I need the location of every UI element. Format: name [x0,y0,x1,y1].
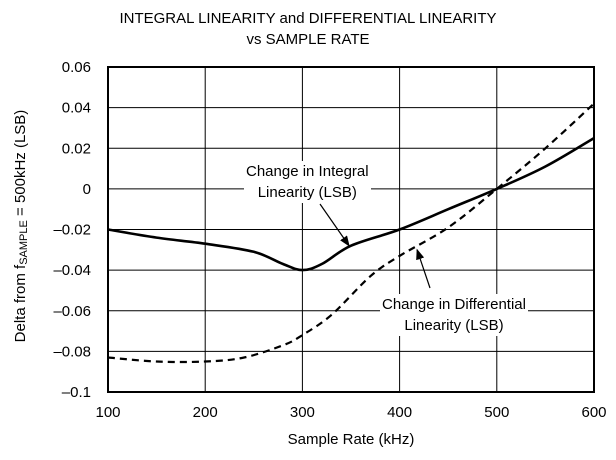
y-tick-label: 0.04 [62,100,91,117]
annotation-differential-linearity: Change in Differential Linearity (LSB) [380,294,528,336]
chart-subtitle: vs SAMPLE RATE [246,31,370,48]
x-tick-label: 100 [95,404,120,421]
y-axis-label-suffix: = 500kHz (LSB) [12,109,29,221]
annotation-line: Change in Differential [382,296,526,313]
y-tick-label: –0.06 [53,303,91,320]
x-tick-label: 400 [387,404,412,421]
differential-linearity-line [107,102,595,364]
y-tick-label: –0.1 [62,384,91,401]
y-tick-label: –0.04 [53,262,91,279]
annotation-integral-linearity: Change in Integral Linearity (LSB) [244,161,371,203]
annotation-arrow [319,203,350,247]
y-axis-label-prefix: Delta from f [12,264,29,343]
chart-title: INTEGRAL LINEARITY and DIFFERENTIAL LINE… [119,10,497,27]
annotation-line: Change in Integral [246,163,369,180]
y-tick-label: 0.06 [62,59,91,76]
x-tick-label: 500 [484,404,509,421]
y-tick-label: –0.02 [53,222,91,239]
plot-area [107,66,595,393]
annotation-arrow [416,248,431,289]
x-axis-label: Sample Rate (kHz) [287,431,415,448]
x-tick-label: 300 [290,404,315,421]
y-tick-label: 0.02 [62,140,91,157]
annotation-line: Linearity (LSB) [257,184,357,201]
y-tick-label: 0 [83,181,91,198]
x-tick-label: 200 [193,404,218,421]
y-axis-label: Delta from fSAMPLE = 500kHz (LSB) [12,46,30,406]
integral-linearity-line [107,136,595,272]
x-tick-label: 600 [581,404,606,421]
y-tick-label: –0.08 [53,343,91,360]
y-axis-label-subscript: SAMPLE [18,220,30,265]
annotation-line: Linearity (LSB) [404,317,504,334]
